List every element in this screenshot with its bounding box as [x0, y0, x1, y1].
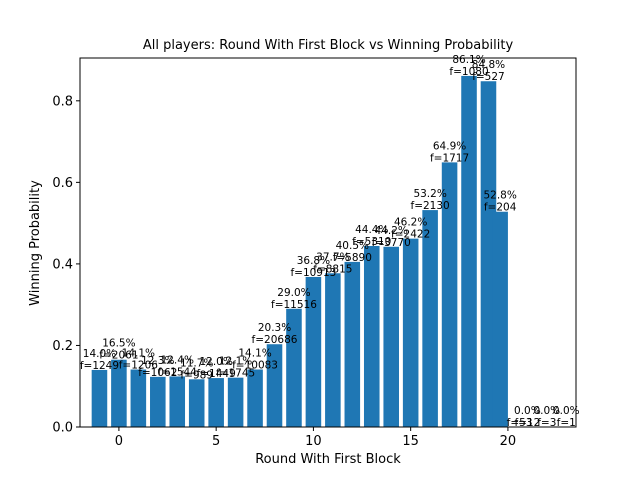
bar-label-percent: 16.5%	[102, 338, 135, 350]
bar-label-frequency: f=2422	[391, 229, 430, 241]
bar-label-frequency: f=527	[472, 71, 505, 83]
bar-label-percent: 0.0%	[514, 405, 541, 417]
bar-label-frequency: f=1	[557, 417, 576, 429]
bar-label-percent: 14.0%	[83, 348, 116, 360]
bar	[247, 369, 263, 427]
bar	[363, 245, 380, 427]
bar-label-percent: 12.3%	[141, 355, 174, 367]
bar-label-frequency: f=10913	[290, 267, 336, 279]
bar-label-frequency: f=1544	[158, 366, 198, 378]
bar-label-frequency: f=1080	[449, 66, 488, 78]
bar-label-frequency: f=989	[180, 369, 213, 381]
bar-label-frequency: f=12	[514, 417, 540, 429]
bar-label-frequency: f=1206	[119, 360, 159, 372]
x-tick-label: 0	[115, 434, 123, 449]
y-tick-label: 0.2	[52, 339, 73, 354]
bar-label-frequency: f=3	[537, 417, 556, 429]
bar-label-frequency: f=2061	[99, 350, 138, 362]
ticks-group: 0 5 10 15 20 0.0 0.2 0.4 0.6 0.8	[52, 94, 516, 449]
bar	[441, 162, 458, 427]
y-axis-label: Winning Probability	[28, 180, 43, 306]
x-tick-label: 15	[402, 434, 419, 449]
plot-frame	[79, 57, 577, 428]
bar-label-percent: 44.4%	[355, 224, 388, 236]
bar-label-frequency: f=3770	[372, 237, 411, 249]
bar-label-percent: 36.8%	[297, 255, 330, 267]
bar-label-frequency: f=1717	[430, 152, 469, 164]
bar	[169, 376, 186, 427]
bar	[266, 344, 283, 427]
y-tick-label: 0.6	[52, 176, 73, 191]
bar-label-percent: 12.4%	[161, 354, 194, 366]
bar-label-percent: 29.0%	[277, 287, 310, 299]
bar-label-percent: 52.8%	[483, 190, 516, 202]
bar	[188, 379, 205, 427]
bar-label-frequency: f=204	[484, 202, 517, 214]
bar-label-percent: 46.2%	[394, 217, 427, 229]
bar-label-percent: 12.0%	[199, 356, 232, 368]
bar-label-percent: 44.2%	[375, 225, 408, 237]
bar-label-percent: 0.0%	[553, 405, 580, 417]
bar	[305, 276, 322, 427]
bar-label-frequency: f=5890	[333, 252, 372, 264]
bar-label-frequency: f=1449	[197, 368, 236, 380]
bar-label-frequency: f=5310	[352, 236, 391, 248]
bar-label-percent: 12.1%	[219, 356, 252, 368]
bar	[150, 376, 166, 427]
bar-label-percent: 14.1%	[122, 348, 155, 360]
x-axis-label: Round With First Block	[255, 452, 401, 467]
bar-label-frequency: f=10083	[232, 360, 278, 372]
bar-label-frequency: f=2130	[411, 200, 450, 212]
bar-label-percent: 14.1%	[238, 348, 271, 360]
x-tick-label: 10	[305, 434, 322, 449]
bar-label-frequency: f=1745	[216, 368, 255, 380]
y-tick-label: 0.4	[52, 257, 73, 272]
bar	[383, 246, 399, 427]
y-tick-label: 0.0	[52, 421, 73, 436]
bar	[227, 377, 244, 427]
bar	[111, 359, 127, 427]
bar-labels-group: 14.0%f=124916.5%f=206114.1%f=120612.3%f=…	[80, 54, 580, 429]
x-tick-label: 20	[500, 434, 517, 449]
bar-label-percent: 11.7%	[180, 357, 213, 369]
x-tick-label: 5	[212, 434, 220, 449]
bar	[344, 261, 361, 427]
y-tick-label: 0.8	[52, 94, 73, 109]
bar-label-percent: 84.8%	[472, 59, 505, 71]
bar-label-frequency: f=53	[507, 417, 533, 429]
bar-label-percent: 40.5%	[336, 240, 369, 252]
bar-label-percent: 53.2%	[413, 188, 446, 200]
bar-label-percent: 86.1%	[452, 54, 485, 66]
bar-label-frequency: f=20686	[252, 334, 298, 346]
bar	[461, 75, 477, 427]
bar-label-frequency: f=1062	[138, 367, 177, 379]
bar-label-frequency: f=8815	[313, 263, 352, 275]
bar-label-percent: 0.0%	[533, 405, 560, 417]
bar	[402, 238, 419, 427]
bar	[422, 210, 438, 427]
bar	[492, 211, 508, 427]
bar-label-frequency: f=11516	[271, 299, 317, 311]
bar	[91, 369, 108, 427]
bar-label-frequency: f=1249	[80, 360, 119, 372]
bar-label-percent: 64.9%	[433, 140, 466, 152]
bar-label-percent: 37.7%	[316, 251, 349, 263]
bar	[208, 378, 224, 427]
bar	[325, 273, 341, 427]
axes-group	[79, 57, 577, 428]
bar	[286, 308, 302, 427]
bar-label-percent: 20.3%	[258, 322, 291, 334]
bar	[130, 369, 147, 427]
chart-title: All players: Round With First Block vs W…	[143, 38, 514, 53]
bars-group	[91, 75, 508, 428]
